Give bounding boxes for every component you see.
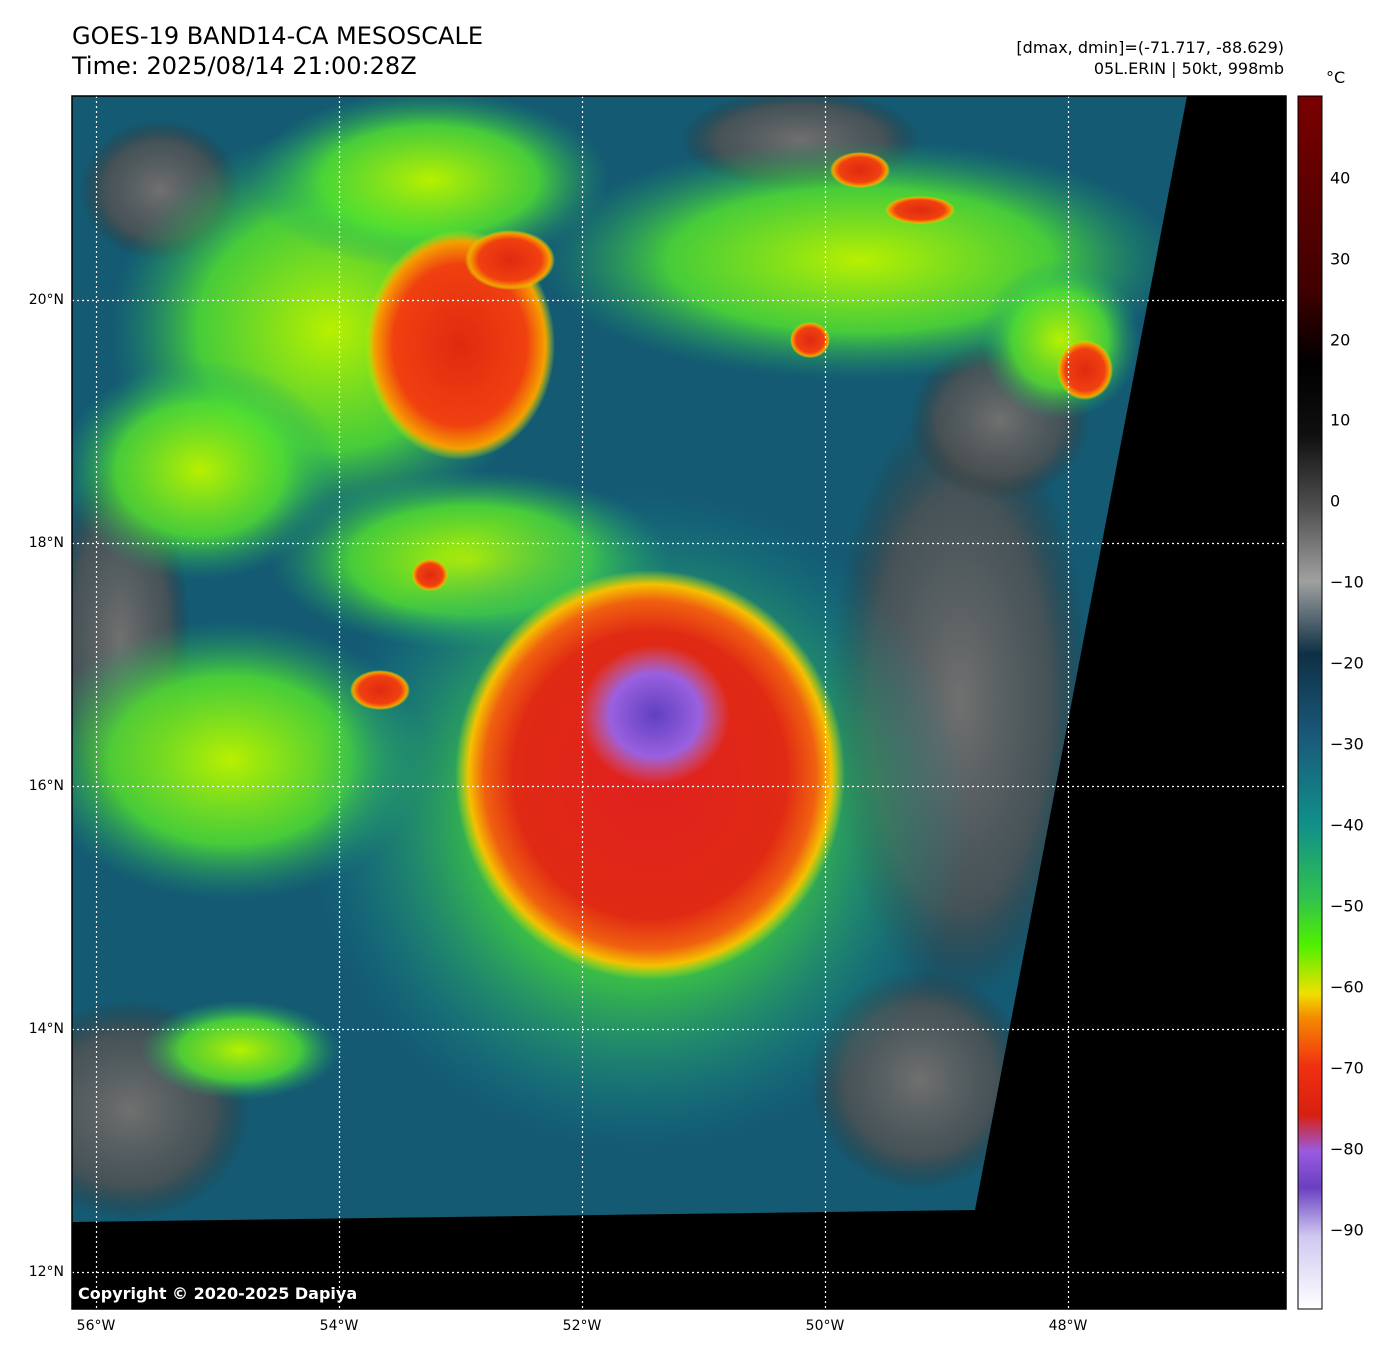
colorbar-tick-40: 40 <box>1330 168 1351 188</box>
colorbar <box>1297 95 1323 1310</box>
lat-label-14n: 14°N <box>28 1021 64 1037</box>
lon-label-56w: 56°W <box>76 1318 116 1334</box>
graticule <box>72 96 1286 1309</box>
satellite-swath <box>72 96 1187 1222</box>
lon-label-52w: 52°W <box>562 1318 602 1334</box>
colorbar-tick-neg30: −30 <box>1330 734 1364 754</box>
colorbar-tick-30: 30 <box>1330 249 1351 269</box>
colorbar-unit: °C <box>1326 68 1346 87</box>
colorbar-tick-neg90: −90 <box>1330 1220 1364 1240</box>
colorbar-tick-10: 10 <box>1330 410 1351 430</box>
title-line2: Time: 2025/08/14 21:00:28Z <box>72 52 417 80</box>
copyright-text: Copyright © 2020-2025 Dapiya <box>78 1284 358 1303</box>
lon-label-48w: 48°W <box>1048 1318 1088 1334</box>
colorbar-tick-neg80: −80 <box>1330 1139 1364 1159</box>
colorbar-tick-neg10: −10 <box>1330 572 1364 592</box>
map-frame <box>71 95 1287 1310</box>
lon-label-50w: 50°W <box>805 1318 845 1334</box>
lon-label-54w: 54°W <box>319 1318 359 1334</box>
colorbar-tick-neg70: −70 <box>1330 1058 1364 1078</box>
colorbar-tick-neg20: −20 <box>1330 653 1364 673</box>
title-line1: GOES-19 BAND14-CA MESOSCALE <box>72 22 483 50</box>
colorbar-tick-neg50: −50 <box>1330 896 1364 916</box>
stats-label: [dmax, dmin]=(-71.717, -88.629) <box>1016 38 1284 57</box>
lat-label-16n: 16°N <box>28 778 64 794</box>
storm-label: 05L.ERIN | 50kt, 998mb <box>1093 59 1284 78</box>
lat-label-12n: 12°N <box>28 1264 64 1280</box>
colorbar-tick-0: 0 <box>1330 491 1341 511</box>
colorbar-tick-20: 20 <box>1330 330 1351 350</box>
colorbar-tick-neg40: −40 <box>1330 815 1364 835</box>
lat-label-18n: 18°N <box>28 535 64 551</box>
lat-label-20n: 20°N <box>28 292 64 308</box>
colorbar-tick-neg60: −60 <box>1330 977 1364 997</box>
